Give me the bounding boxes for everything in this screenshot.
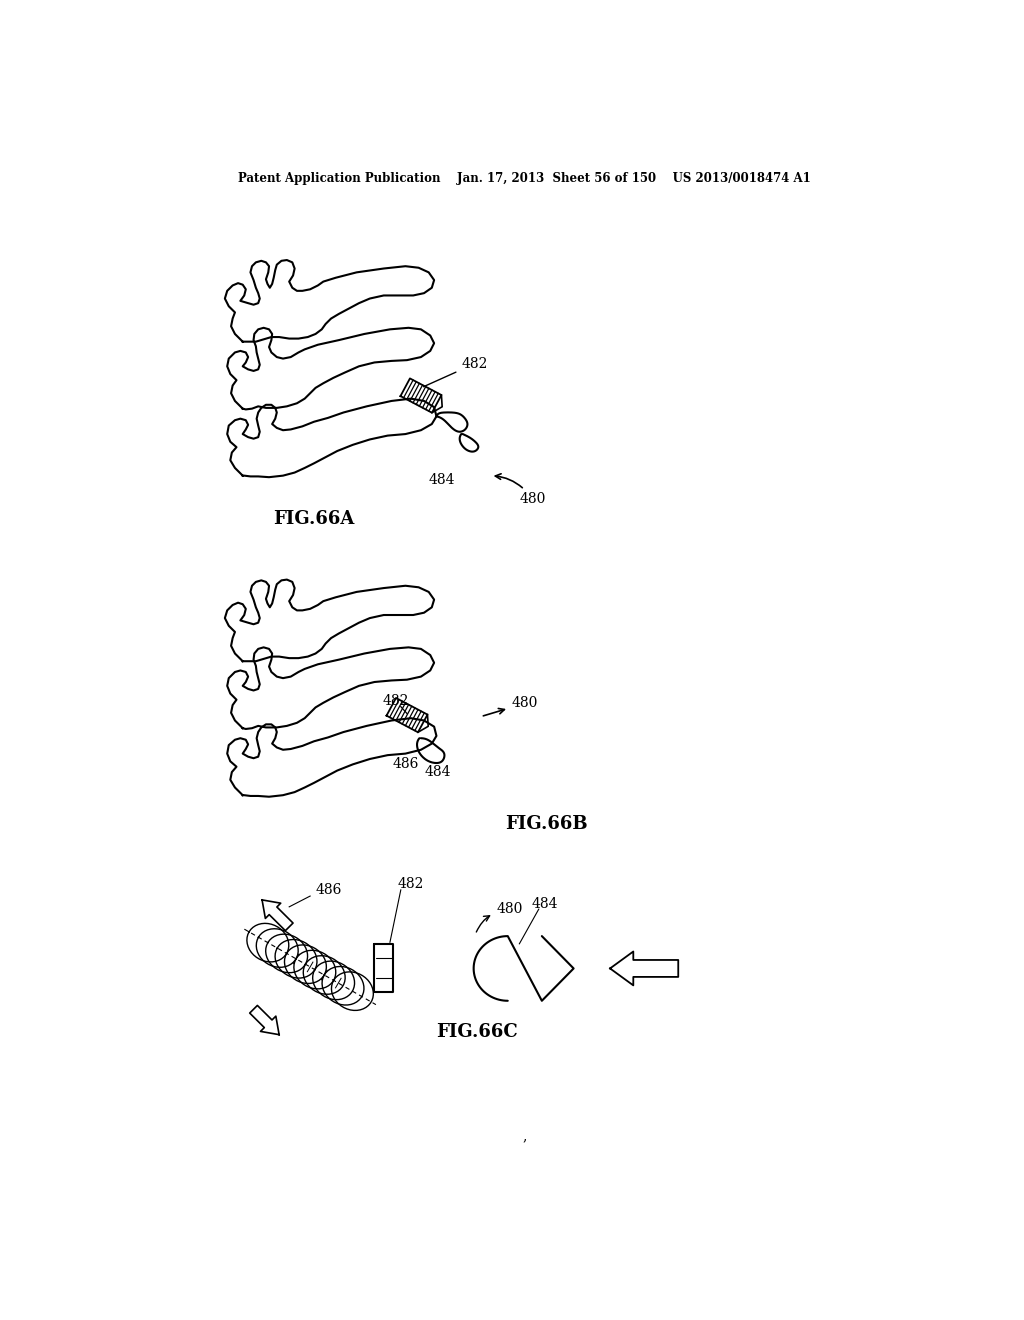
Text: 480: 480 [496, 474, 546, 507]
Text: Patent Application Publication    Jan. 17, 2013  Sheet 56 of 150    US 2013/0018: Patent Application Publication Jan. 17, … [239, 173, 811, 185]
Text: 484: 484 [425, 766, 452, 779]
Text: 486: 486 [392, 758, 419, 771]
Text: FIG.66A: FIG.66A [273, 510, 354, 528]
Text: 482: 482 [382, 694, 409, 709]
Text: ,: , [522, 1130, 527, 1143]
Text: 484: 484 [531, 896, 558, 911]
Text: FIG.66B: FIG.66B [505, 816, 588, 833]
Text: 484: 484 [429, 474, 455, 487]
Text: 482: 482 [397, 876, 424, 891]
Text: 480: 480 [483, 697, 538, 715]
Text: 482: 482 [424, 356, 487, 387]
Text: FIG.66C: FIG.66C [436, 1023, 517, 1041]
Text: 486: 486 [315, 883, 342, 896]
Text: 480: 480 [476, 902, 522, 932]
